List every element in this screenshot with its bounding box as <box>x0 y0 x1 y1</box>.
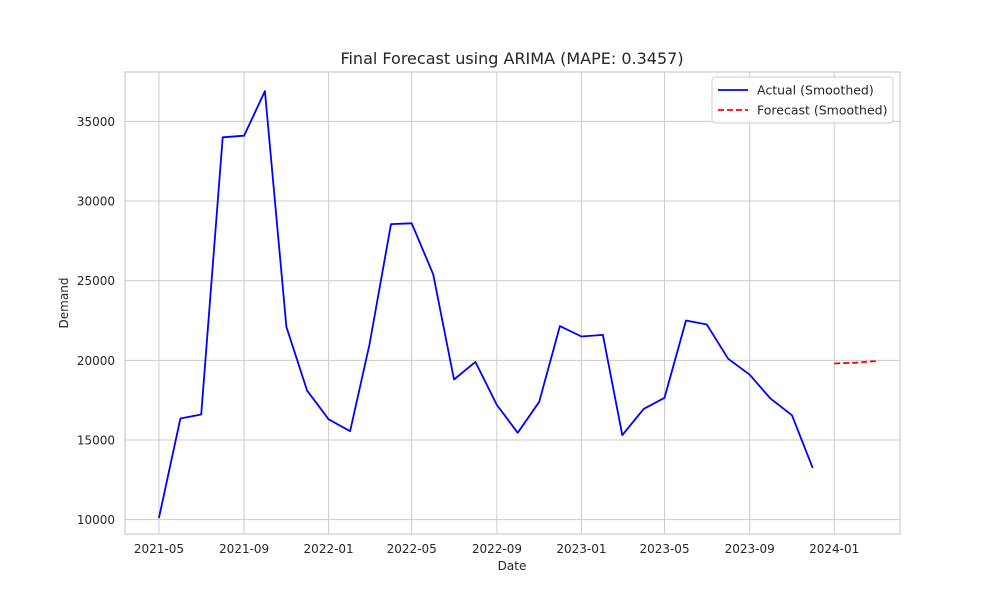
x-tick-label: 2022-09 <box>472 542 522 556</box>
x-axis-label: Date <box>498 559 527 573</box>
x-tick-label: 2023-01 <box>556 542 606 556</box>
legend-label-actual: Actual (Smoothed) <box>757 83 874 98</box>
legend: Actual (Smoothed) Forecast (Smoothed) <box>711 76 894 124</box>
x-tick-label: 2023-05 <box>639 542 689 556</box>
y-tick-label: 10000 <box>77 513 115 527</box>
series-line-actual <box>158 90 814 519</box>
y-tick-label: 35000 <box>77 115 115 129</box>
legend-box <box>711 76 894 124</box>
x-tick-label: 2023-09 <box>725 542 775 556</box>
y-tick-label: 30000 <box>77 195 115 209</box>
x-tick-label: 2022-01 <box>304 542 354 556</box>
y-tick-label: 20000 <box>77 354 115 368</box>
tick-layer: 2021-05 2021-09 2022-01 2022-05 2022-09 2023-… <box>77 115 859 556</box>
grid-layer <box>125 72 900 534</box>
y-tick-label: 25000 <box>77 274 115 288</box>
series-line-forecast <box>834 360 876 365</box>
y-axis-label: Demand <box>57 278 71 329</box>
series-layer <box>158 90 876 519</box>
plot-frame <box>124 71 901 535</box>
chart-title: Final Forecast using ARIMA (MAPE: 0.3457… <box>340 49 683 68</box>
x-tick-label: 2022-05 <box>387 542 437 556</box>
x-tick-label: 2021-09 <box>219 542 269 556</box>
legend-label-forecast: Forecast (Smoothed) <box>757 103 887 118</box>
x-tick-label: 2021-05 <box>134 542 184 556</box>
x-tick-label: 2024-01 <box>809 542 859 556</box>
y-tick-label: 15000 <box>77 434 115 448</box>
